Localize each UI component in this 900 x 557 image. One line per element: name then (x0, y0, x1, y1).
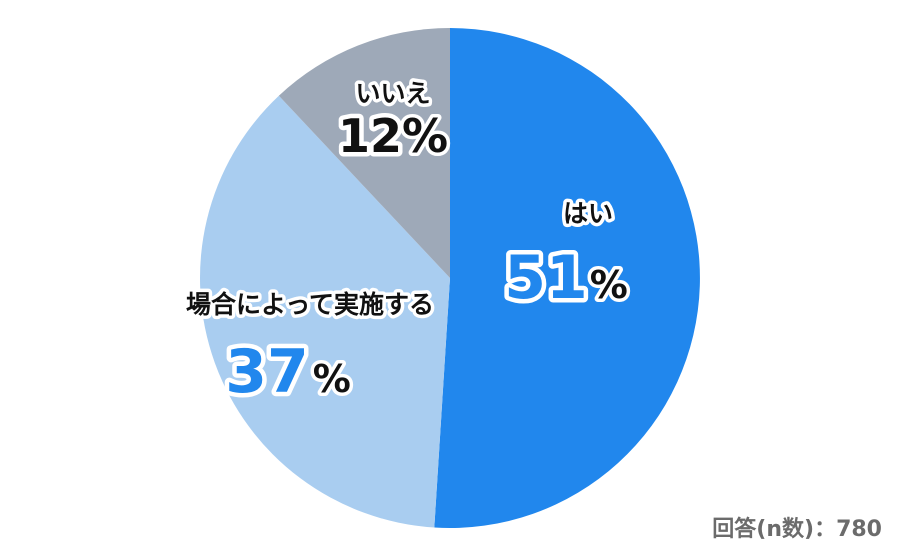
pie-slices (199, 28, 700, 528)
slice-value-label: 37% (225, 337, 351, 407)
slice-label: はい (563, 199, 613, 228)
sample-size-note: 回答(n数)：780 (712, 517, 882, 542)
slice-label: いいえ (355, 79, 430, 108)
pie-slice (434, 28, 700, 528)
slice-value-label: 51% (504, 243, 628, 313)
pie-slice (199, 95, 450, 528)
pie-slice (278, 28, 450, 278)
slice-label: 場合によって実施する (186, 290, 434, 319)
slice-value-label: 12% (338, 109, 448, 163)
